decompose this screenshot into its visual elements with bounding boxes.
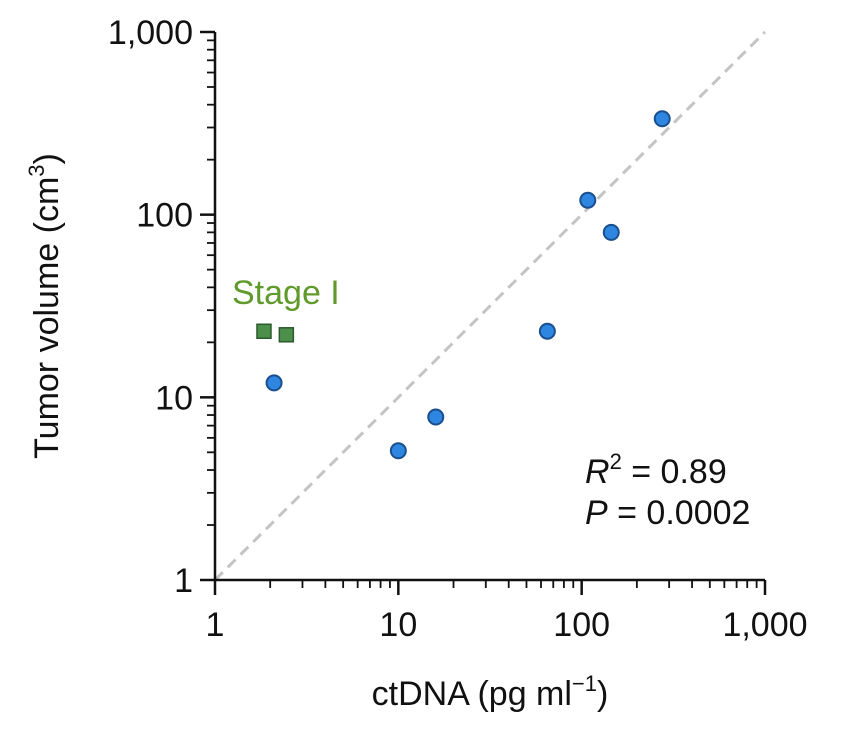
y-tick-label: 1,000 [108,14,193,52]
series-label-stage-i: Stage I [232,274,340,312]
x-axis-title: ctDNA (pg ml−1) [372,671,609,713]
y-axis-title: Tumor volume (cm3) [24,153,66,459]
data-point [653,110,671,128]
y-tick-label: 10 [155,379,193,417]
data-point [389,442,407,460]
data-point [602,223,620,241]
stage-i-point [256,323,272,340]
r-squared-annotation: R2 = 0.89 [585,449,727,491]
reference-line [213,30,767,582]
x-tick-label: 1,000 [722,606,807,644]
axes: 1 10 100 1,000 1 10 100 1,000 [108,14,808,644]
x-tick-label: 100 [553,606,610,644]
data-points [256,110,671,460]
y-tick-label: 1 [174,562,193,600]
data-point [265,374,283,392]
stage-i-point [278,327,295,343]
y-tick-label: 100 [136,197,193,235]
data-point [427,408,445,426]
x-tick-label: 10 [379,606,417,644]
data-point [579,191,597,209]
p-value-annotation: P = 0.0002 [585,494,750,532]
data-point [538,322,556,340]
x-tick-label: 1 [206,606,225,644]
